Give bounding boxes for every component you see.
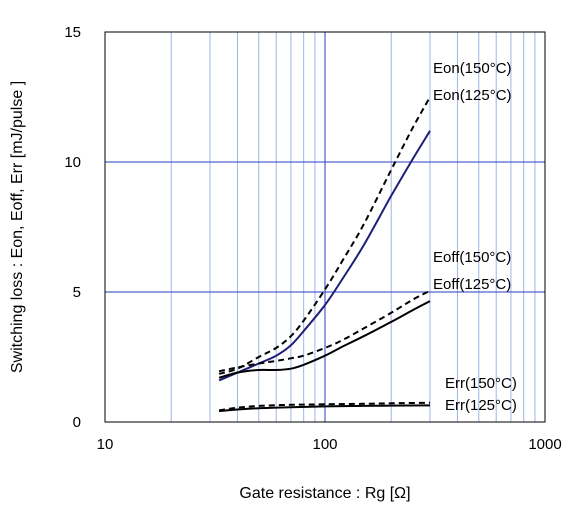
series-line-3 bbox=[218, 300, 431, 379]
x-tick-label: 1000 bbox=[528, 436, 561, 453]
series-label-1: Eon(125°C) bbox=[433, 87, 512, 104]
series-line-0 bbox=[218, 96, 431, 375]
series-lines bbox=[218, 96, 431, 413]
x-tick-labels: 10 100 1000 bbox=[97, 436, 562, 453]
series-label-0: Eon(150°C) bbox=[433, 60, 512, 77]
x-tick-label: 100 bbox=[312, 436, 337, 453]
series-labels: Eon(150°C) Eon(125°C) Eoff(150°C) Eoff(125°… bbox=[433, 60, 517, 414]
series-label-5: Err(125°C) bbox=[445, 397, 517, 414]
grid bbox=[105, 32, 545, 422]
y-tick-labels: 0 5 10 15 bbox=[64, 24, 81, 431]
series-line-4 bbox=[218, 401, 431, 412]
y-axis-title: Switching loss : Eon, Eoff, Err [mJ/puls… bbox=[9, 81, 26, 373]
series-line-5 bbox=[219, 404, 431, 413]
series-line-2 bbox=[218, 289, 431, 373]
series-label-4: Err(150°C) bbox=[445, 375, 517, 392]
series-line-1 bbox=[218, 130, 431, 382]
plot-frame bbox=[104, 31, 546, 423]
y-tick-label: 10 bbox=[64, 154, 81, 171]
series-label-2: Eoff(150°C) bbox=[433, 249, 511, 266]
x-axis-title: Gate resistance : Rg [Ω] bbox=[239, 485, 410, 502]
series-label-3: Eoff(125°C) bbox=[433, 276, 511, 293]
x-tick-label: 10 bbox=[97, 436, 114, 453]
y-tick-label: 15 bbox=[64, 24, 81, 41]
y-tick-label: 0 bbox=[73, 414, 81, 431]
y-tick-label: 5 bbox=[73, 284, 81, 301]
